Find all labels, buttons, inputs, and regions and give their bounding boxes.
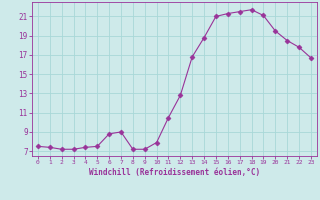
X-axis label: Windchill (Refroidissement éolien,°C): Windchill (Refroidissement éolien,°C) (89, 168, 260, 177)
